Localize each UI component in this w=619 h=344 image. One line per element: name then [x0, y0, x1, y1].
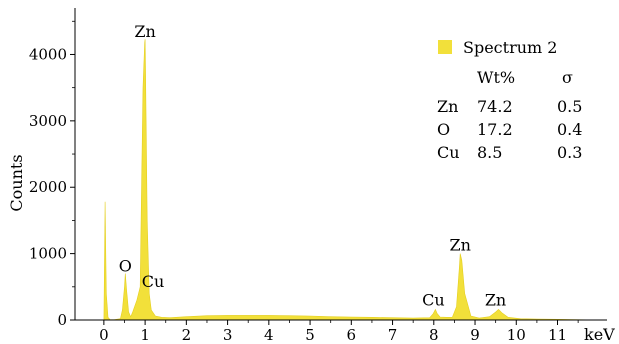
x-tick-label: 4: [264, 326, 274, 344]
x-tick-label: 5: [305, 326, 315, 344]
x-tick-label: 0: [99, 326, 109, 344]
y-tick-label: 2000: [29, 178, 67, 196]
peak-label: O: [119, 257, 132, 276]
spectrum-area: [79, 39, 603, 321]
x-tick-label: 2: [182, 326, 192, 344]
table-cell: 74.2: [477, 97, 513, 116]
x-tick-label: 11: [548, 326, 567, 344]
peak-label: Zn: [449, 236, 470, 255]
x-tick-label: 10: [507, 326, 526, 344]
y-axis-title: Counts: [7, 154, 26, 211]
x-tick-label: 9: [470, 326, 480, 344]
x-tick-label: 6: [347, 326, 357, 344]
table-header: Wt%: [477, 68, 515, 87]
plot-area: [79, 39, 603, 321]
y-tick-label: 1000: [29, 245, 67, 263]
legend-swatch: [438, 40, 452, 54]
x-axis-title: keV: [584, 325, 615, 344]
peak-annotations: Zn O Cu Cu Zn Zn: [119, 22, 506, 309]
y-tick-label: 4000: [29, 45, 67, 63]
legend: Spectrum 2: [438, 38, 557, 57]
y-tick-label: 0: [57, 311, 67, 329]
x-tick-label: 1: [140, 326, 150, 344]
x-tick-label: 7: [388, 326, 398, 344]
x-tick-label: 8: [429, 326, 439, 344]
table-cell: 8.5: [477, 143, 502, 162]
table-cell: Zn: [437, 97, 458, 116]
table-header: σ: [562, 68, 573, 87]
peak-label: Zn: [134, 22, 155, 41]
results-table: Wt% σ Zn 74.2 0.5 O 17.2 0.4 Cu 8.5 0.3: [437, 68, 582, 162]
peak-label: Cu: [142, 272, 165, 291]
table-cell: O: [437, 120, 450, 139]
peak-label: Cu: [422, 290, 445, 309]
x-tick-label: 3: [223, 326, 233, 344]
table-cell: 0.4: [557, 120, 582, 139]
table-cell: 17.2: [477, 120, 513, 139]
table-cell: 0.5: [557, 97, 582, 116]
table-cell: 0.3: [557, 143, 582, 162]
peak-label: Zn: [485, 290, 506, 309]
x-axis: 0 1 2 3 4 5 6 7 8 9 10 11: [75, 319, 607, 344]
y-tick-label: 3000: [29, 112, 67, 130]
table-cell: Cu: [437, 143, 460, 162]
y-axis: 0 1000 2000 3000 4000: [29, 8, 76, 329]
legend-label: Spectrum 2: [463, 38, 557, 57]
